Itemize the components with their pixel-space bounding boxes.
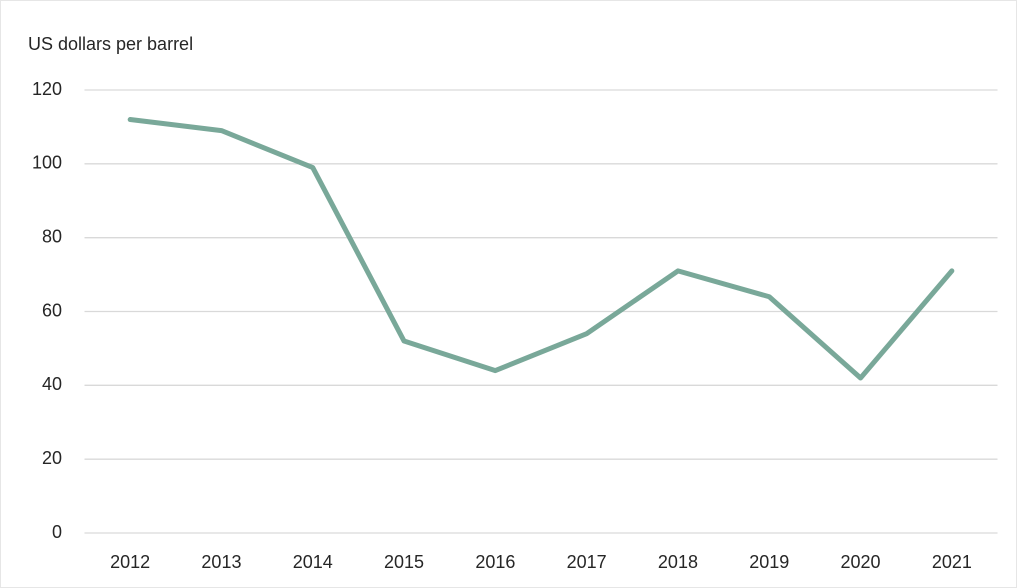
y-tick-label: 60 [42, 300, 62, 320]
x-tick-label: 2018 [658, 552, 698, 572]
data-line [127, 117, 955, 381]
x-tick-label: 2021 [932, 552, 972, 572]
y-tick-label: 80 [42, 226, 62, 246]
x-tick-label: 2020 [841, 552, 881, 572]
y-tick-label: 120 [32, 79, 62, 99]
y-tick-label: 20 [42, 448, 62, 468]
y-tick-label: 40 [42, 374, 62, 394]
x-tick-label: 2017 [567, 552, 607, 572]
y-tick-label: 100 [32, 153, 62, 173]
x-tick-label: 2019 [749, 552, 789, 572]
x-tick-label: 2013 [201, 552, 241, 572]
x-tick-label: 2016 [475, 552, 515, 572]
y-axis-title: US dollars per barrel [28, 34, 193, 54]
y-tick-label: 0 [52, 522, 62, 542]
x-tick-label: 2012 [110, 552, 150, 572]
x-tick-label: 2015 [384, 552, 424, 572]
x-tick-label: 2014 [293, 552, 333, 572]
